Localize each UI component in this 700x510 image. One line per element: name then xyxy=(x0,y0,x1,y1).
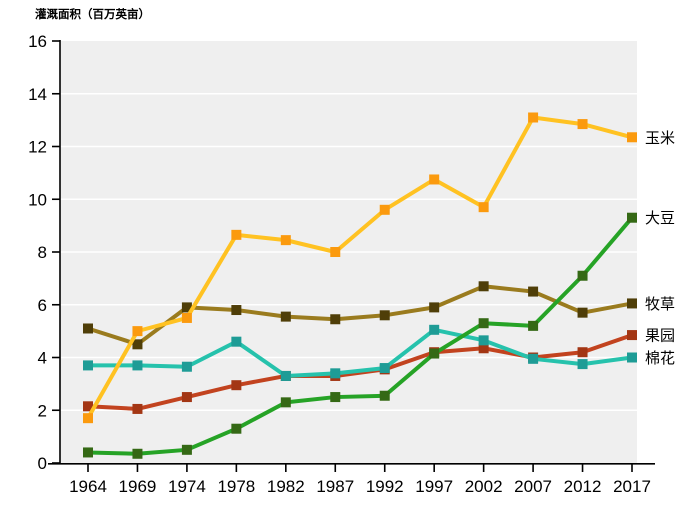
x-axis-tick-label-2012: 2012 xyxy=(564,477,602,496)
series-marker-大豆-1992 xyxy=(379,390,390,401)
y-axis-tick-label-8: 8 xyxy=(38,243,47,262)
series-marker-果园-1969 xyxy=(132,403,143,414)
series-marker-棉花-1978 xyxy=(231,336,242,347)
series-marker-玉米-2007 xyxy=(528,112,539,123)
y-axis-tick-label-16: 16 xyxy=(28,32,47,51)
series-marker-大豆-2007 xyxy=(528,320,539,331)
series-marker-牧草-2017 xyxy=(627,298,637,309)
series-marker-棉花-2002 xyxy=(478,335,489,346)
y-axis-tick-label-0: 0 xyxy=(38,454,47,473)
series-marker-玉米-1992 xyxy=(379,204,390,215)
series-marker-牧草-2007 xyxy=(528,286,539,297)
series-marker-牧草-1982 xyxy=(280,311,291,322)
gridline-layer xyxy=(61,93,637,411)
series-line-棉花 xyxy=(86,327,634,378)
series-marker-玉米-2012 xyxy=(577,119,588,130)
series-marker-棉花-2017 xyxy=(627,352,637,363)
x-axis-tick-label-1987: 1987 xyxy=(316,477,354,496)
series-marker-棉花-1982 xyxy=(280,370,291,381)
series-marker-玉米-1982 xyxy=(280,235,291,246)
series-marker-玉米-1978 xyxy=(231,229,242,240)
series-marker-棉花-1969 xyxy=(132,360,143,371)
series-marker-棉花-2007 xyxy=(528,353,539,364)
series-marker-大豆-2017 xyxy=(627,212,637,223)
x-axis-tick-label-2017: 2017 xyxy=(613,477,651,496)
series-marker-大豆-2002 xyxy=(478,318,489,329)
series-label-玉米: 玉米 xyxy=(645,130,675,147)
x-axis-tick-label-1982: 1982 xyxy=(267,477,305,496)
series-marker-果园-1974 xyxy=(181,392,192,403)
x-axis-tick-label-2002: 2002 xyxy=(465,477,503,496)
series-marker-棉花-1964 xyxy=(83,360,93,371)
series-marker-大豆-1964 xyxy=(83,447,93,458)
x-axis-tick-label-1964: 1964 xyxy=(69,477,107,496)
series-marker-棉花-1992 xyxy=(379,363,390,374)
series-marker-果园-1978 xyxy=(231,380,242,391)
series-layer xyxy=(83,112,637,459)
x-axis-tick-label-1997: 1997 xyxy=(415,477,453,496)
series-大豆 xyxy=(83,212,637,459)
y-axis-tick-label-2: 2 xyxy=(38,401,47,420)
axis-layer: 0 2 4 6 8 10 12 14 16 1964 1969 1974 1978 1982 1987 199… xyxy=(28,32,655,496)
series-marker-果园-1964 xyxy=(83,401,93,412)
series-label-大豆: 大豆 xyxy=(645,210,675,227)
series-marker-玉米-1974 xyxy=(181,312,192,323)
series-marker-牧草-1997 xyxy=(429,302,440,313)
series-marker-牧草-1964 xyxy=(83,323,93,334)
y-axis-tick-label-14: 14 xyxy=(28,85,47,104)
y-axis-tick-label-6: 6 xyxy=(38,296,47,315)
x-axis-tick-label-1978: 1978 xyxy=(217,477,255,496)
series-marker-玉米-2002 xyxy=(478,202,489,213)
series-label-棉花: 棉花 xyxy=(645,350,675,367)
series-marker-牧草-1969 xyxy=(132,339,143,350)
series-marker-玉米-1997 xyxy=(429,174,440,185)
y-axis-tick-label-12: 12 xyxy=(28,138,47,157)
x-axis-tick-label-1969: 1969 xyxy=(119,477,157,496)
series-marker-玉米-1987 xyxy=(330,247,341,257)
series-牧草 xyxy=(83,281,637,350)
series-玉米 xyxy=(83,112,637,424)
series-marker-牧草-2002 xyxy=(478,281,489,292)
series-line-牧草 xyxy=(86,284,634,347)
chart-title: 灌溉面积（百万英亩） xyxy=(35,7,150,21)
series-marker-棉花-1974 xyxy=(181,361,192,372)
series-marker-牧草-1992 xyxy=(379,310,390,321)
series-marker-牧草-1978 xyxy=(231,305,242,316)
series-marker-大豆-2012 xyxy=(577,270,588,281)
y-axis-tick-label-4: 4 xyxy=(38,349,47,368)
series-marker-牧草-2012 xyxy=(577,307,588,318)
series-label-果园: 果园 xyxy=(645,328,675,345)
x-axis-tick-label-2007: 2007 xyxy=(514,477,552,496)
x-axis-tick-label-1992: 1992 xyxy=(366,477,404,496)
series-marker-玉米-1969 xyxy=(132,326,143,337)
series-line-大豆 xyxy=(86,215,634,456)
series-marker-果园-2017 xyxy=(627,330,637,341)
series-marker-大豆-1997 xyxy=(429,348,440,359)
series-marker-牧草-1974 xyxy=(181,302,192,313)
series-棉花 xyxy=(83,324,637,381)
y-axis-tick-label-10: 10 xyxy=(28,190,47,209)
series-marker-玉米-2017 xyxy=(627,132,637,143)
series-marker-大豆-1982 xyxy=(280,397,291,408)
series-marker-大豆-1978 xyxy=(231,423,242,434)
series-marker-牧草-1987 xyxy=(330,314,341,325)
series-marker-棉花-1997 xyxy=(429,324,440,335)
series-marker-果园-2012 xyxy=(577,347,588,358)
series-line-玉米 xyxy=(86,115,634,421)
series-marker-大豆-1969 xyxy=(132,448,143,459)
series-marker-大豆-1974 xyxy=(181,444,192,455)
x-axis-tick-label-1974: 1974 xyxy=(168,477,206,496)
series-marker-棉花-2012 xyxy=(577,359,588,370)
series-marker-大豆-1987 xyxy=(330,392,341,403)
series-marker-果园-2002 xyxy=(478,343,489,354)
series-marker-棉花-1987 xyxy=(330,368,341,379)
series-label-牧草: 牧草 xyxy=(645,296,675,313)
series-marker-玉米-1964 xyxy=(83,413,93,424)
